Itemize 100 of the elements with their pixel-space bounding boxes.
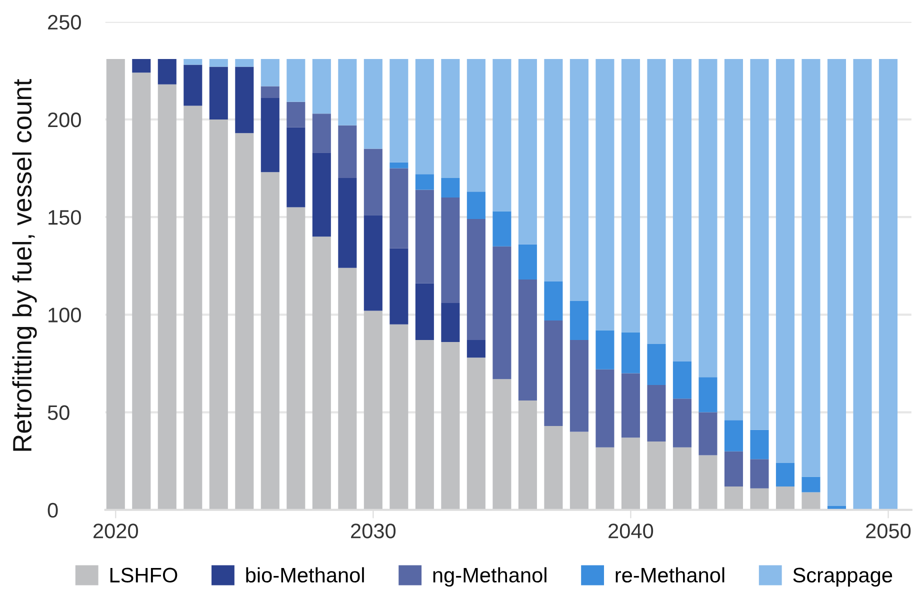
bar (286, 207, 306, 510)
bar (286, 102, 306, 128)
y-axis-title: Retrofitting by fuel, vessel count (12, 79, 37, 451)
bar (235, 133, 254, 510)
y-tick-label: 50 (48, 405, 70, 420)
bar (209, 66, 228, 120)
bar (647, 384, 666, 442)
bar (544, 320, 563, 426)
bar (570, 340, 588, 432)
bar (596, 330, 614, 370)
bar (466, 58, 486, 192)
bar (312, 114, 331, 153)
bar (750, 459, 769, 488)
bar (621, 373, 640, 438)
legend-label: ng-Methanol (433, 567, 546, 587)
bar (466, 219, 486, 340)
y-tick-label: 0 (48, 502, 58, 518)
bar (596, 447, 614, 510)
bar (415, 283, 434, 340)
bar (518, 400, 537, 510)
bar (750, 430, 769, 460)
bar (158, 84, 176, 510)
bar (672, 58, 692, 362)
bar (312, 152, 331, 237)
bar (776, 463, 794, 486)
bar (286, 127, 306, 208)
bar (518, 58, 537, 244)
bar (647, 442, 666, 510)
bar (776, 58, 794, 464)
bar (827, 58, 846, 506)
bar (338, 58, 357, 126)
bar (441, 198, 460, 303)
bar (390, 248, 408, 324)
bar (596, 369, 614, 448)
y-tick-label: 200 (48, 112, 81, 128)
bar (647, 344, 666, 385)
bar (518, 280, 537, 401)
bar (570, 58, 588, 302)
bar (672, 362, 692, 399)
bar (492, 246, 512, 380)
bar (441, 178, 460, 198)
bar (492, 58, 512, 212)
x-tick-label: 2050 (866, 524, 911, 538)
y-tick-label: 250 (48, 14, 81, 30)
bar (724, 451, 743, 486)
bar (724, 420, 743, 452)
bar (364, 148, 382, 216)
bar (390, 168, 408, 248)
bar (260, 86, 280, 98)
bar (621, 58, 640, 332)
bar (184, 106, 202, 510)
bar (466, 358, 486, 510)
bar (364, 215, 382, 311)
bar (312, 58, 331, 114)
bar (570, 301, 588, 340)
y-tick-label: 150 (48, 210, 81, 225)
bar (338, 268, 357, 510)
bar (338, 178, 357, 268)
bar (724, 58, 743, 420)
bar (802, 58, 820, 477)
bar (132, 58, 151, 73)
bar (415, 174, 434, 190)
bar (698, 455, 718, 510)
bar (518, 244, 537, 280)
bar (132, 72, 151, 510)
bar (750, 58, 769, 430)
bar (106, 58, 125, 510)
bar (750, 488, 769, 510)
x-tick-label: 2030 (351, 524, 396, 538)
bar (364, 58, 382, 149)
bar (544, 426, 563, 510)
bar (647, 58, 666, 344)
bar (621, 332, 640, 374)
bar (209, 119, 228, 510)
bar (672, 398, 692, 448)
bar (235, 58, 254, 67)
bar (184, 58, 202, 65)
bar (544, 281, 563, 321)
bar (698, 412, 718, 456)
bar (466, 192, 486, 220)
bar (441, 342, 460, 510)
bar (441, 302, 460, 342)
bar (390, 324, 408, 510)
bar (492, 211, 512, 246)
bar (878, 58, 898, 510)
bar (853, 58, 872, 510)
legend-label: bio-Methanol (246, 567, 364, 583)
bar (312, 236, 331, 510)
bar (698, 377, 718, 412)
legend-label: Scrappage (793, 568, 892, 587)
bar (260, 98, 280, 172)
bar (158, 58, 176, 84)
bar (570, 432, 588, 510)
bar (260, 58, 280, 86)
bar (209, 58, 228, 67)
bar (364, 310, 382, 510)
bar (596, 58, 614, 330)
bar (184, 64, 202, 106)
bar (724, 486, 743, 510)
bar (802, 476, 820, 492)
